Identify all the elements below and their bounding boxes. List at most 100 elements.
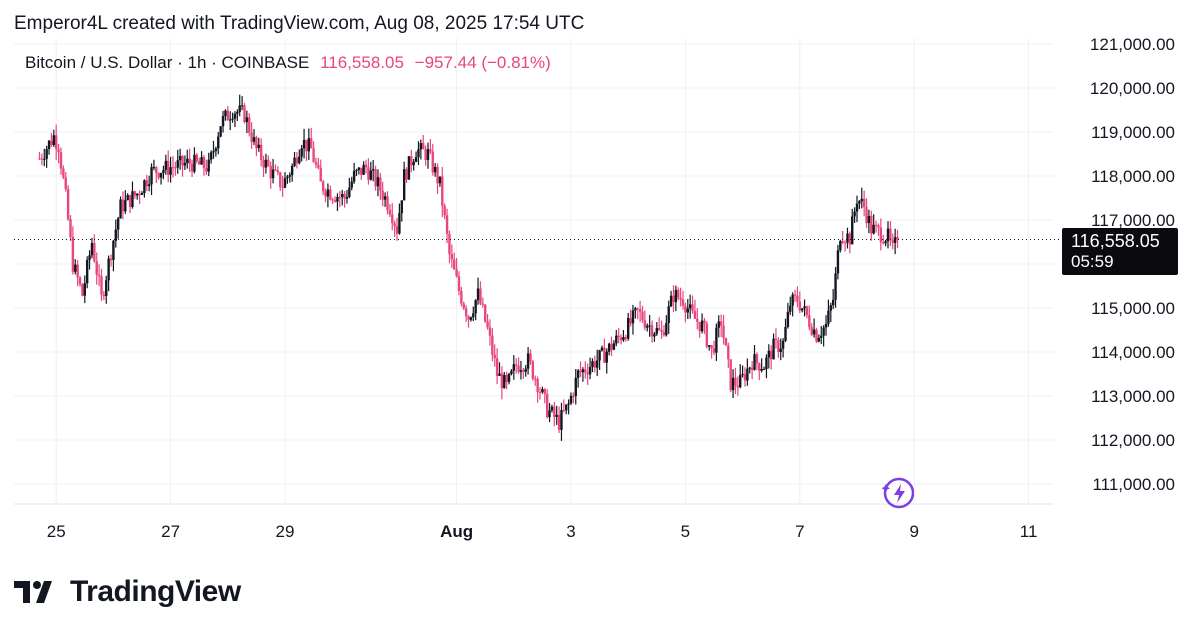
candle-body: [374, 169, 377, 187]
candle-body: [271, 169, 275, 179]
last-price-badge: 116,558.05 05:59: [1062, 228, 1178, 275]
candle-body: [522, 370, 525, 372]
candle-body: [874, 224, 878, 226]
candle-body: [755, 354, 759, 364]
candle-body: [486, 321, 489, 328]
candle-body: [793, 294, 797, 296]
candle-body: [162, 169, 165, 174]
candle-body: [348, 187, 351, 198]
candle-body: [360, 167, 363, 175]
candle-body: [164, 160, 168, 170]
candle-body: [155, 167, 158, 174]
candle-body: [743, 373, 747, 381]
candle-body: [238, 105, 241, 112]
candle-body: [877, 225, 880, 228]
candle-body: [193, 154, 196, 172]
candle-body: [808, 315, 811, 328]
candle-body: [727, 345, 730, 360]
candle-body: [545, 393, 549, 418]
candle-body: [731, 377, 735, 391]
candle-body: [622, 337, 625, 341]
candle-body: [71, 236, 75, 272]
candle-body: [839, 241, 842, 251]
candle-body: [836, 250, 840, 274]
candle-body: [734, 377, 737, 386]
candle-body: [712, 348, 716, 353]
candle-body: [47, 140, 51, 150]
candle-body: [295, 157, 299, 164]
candle-body: [469, 317, 473, 320]
candle-body: [462, 303, 465, 309]
candle-body: [538, 391, 542, 393]
candle-body: [74, 264, 77, 272]
candle-body: [531, 361, 535, 379]
candle-body: [579, 370, 582, 373]
candle-body: [858, 201, 861, 204]
candle-body: [860, 198, 863, 202]
candle-body: [460, 290, 463, 304]
x-tick-label: 5: [681, 522, 690, 541]
candle-body: [569, 395, 573, 404]
candle-body: [81, 284, 84, 296]
price-chart[interactable]: 111,000.00 112,000.00 113,000.00 114,000.00…: [14, 38, 1186, 550]
candle-body: [889, 228, 892, 240]
candle-body: [684, 305, 687, 313]
candle-body: [128, 195, 132, 207]
candle-body: [882, 242, 885, 244]
candle-body: [870, 215, 873, 234]
candle-body: [660, 329, 663, 333]
candle-body: [402, 169, 406, 201]
candle-body: [102, 294, 106, 296]
candle-body: [615, 335, 618, 344]
candle-body: [388, 209, 392, 215]
candle-body: [100, 276, 103, 295]
candle-body: [345, 197, 349, 199]
y-tick-label: 119,000.00: [1091, 123, 1175, 142]
candle-body: [62, 168, 65, 178]
candle-body: [386, 196, 389, 210]
candle-body: [293, 157, 296, 166]
candle-body: [436, 166, 439, 184]
candle-body: [510, 370, 513, 374]
candle-body: [681, 299, 685, 306]
candle-body: [105, 280, 108, 296]
candle-body: [672, 295, 675, 303]
chart-attribution: Emperor4L created with TradingView.com, …: [14, 13, 585, 34]
symbol-legend: Bitcoin / U.S. Dollar · 1h · COINBASE 11…: [25, 53, 551, 73]
candle-body: [367, 167, 370, 180]
candle-body: [834, 273, 837, 300]
x-tick-label: Aug: [440, 522, 473, 541]
candle-body: [205, 168, 208, 172]
candle-body: [424, 149, 427, 160]
candle-body: [774, 338, 778, 340]
candle-body: [174, 167, 177, 169]
candle-body: [686, 308, 689, 313]
candle-body: [748, 367, 751, 369]
candle-body: [884, 241, 887, 244]
candle-body: [710, 345, 713, 349]
candle-body: [767, 350, 771, 358]
candle-body: [379, 177, 382, 191]
candle-body: [843, 242, 847, 244]
candle-body: [231, 118, 234, 120]
x-tick-label: 25: [47, 522, 66, 541]
candle-body: [865, 207, 868, 224]
candle-body: [448, 233, 451, 255]
candle-body: [286, 176, 289, 179]
candle-body: [76, 264, 79, 278]
candle-body: [624, 337, 628, 339]
candle-body: [450, 254, 454, 260]
candle-body: [503, 374, 506, 389]
candle-body: [634, 308, 637, 311]
candle-body: [136, 193, 139, 196]
candle-body: [279, 172, 282, 187]
candle-body: [319, 167, 322, 182]
candle-body: [245, 117, 249, 123]
candle-body: [638, 309, 642, 312]
candle-body: [777, 339, 780, 352]
candle-body: [341, 193, 344, 197]
lightning-bolt-icon[interactable]: [880, 476, 915, 510]
candle-body: [314, 161, 318, 165]
candle-body: [371, 169, 375, 171]
candle-body: [400, 200, 403, 214]
